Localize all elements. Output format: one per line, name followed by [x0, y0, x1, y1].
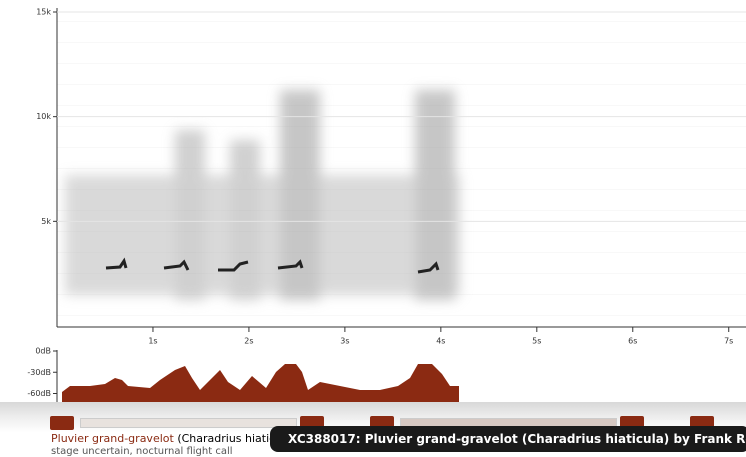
y-tick-label: 5k: [41, 217, 51, 226]
x-tick-label: 2s: [244, 337, 253, 346]
level-waveform: [62, 364, 459, 402]
y-tick-label: 10k: [36, 112, 51, 121]
x-tick-label: 3s: [340, 337, 349, 346]
x-tick-label: 6s: [628, 337, 637, 346]
y-tick-label: -60dB: [27, 389, 51, 398]
y-tick-label: -30dB: [27, 368, 51, 377]
x-tick-label: 1s: [148, 337, 157, 346]
y-tick-label: 0dB: [35, 347, 51, 356]
x-tick-label: 7s: [724, 337, 733, 346]
x-tick-label: 4s: [436, 337, 445, 346]
play-button[interactable]: [50, 416, 74, 430]
progress-track[interactable]: [80, 418, 297, 428]
remarks: stage uncertain, nocturnal flight call: [51, 446, 233, 457]
y-tick-label: 15k: [36, 8, 51, 17]
tooltip: XC388017: Pluvier grand-gravelot (Charad…: [270, 426, 746, 452]
species-line: Pluvier grand-gravelot (Charadrius hiati…: [51, 432, 296, 445]
scientific-name: (Charadrius hiaticula): [177, 432, 297, 445]
species-name[interactable]: Pluvier grand-gravelot: [51, 432, 174, 445]
sonogram-view: 5k 10k 15k 1s 2s 3s 4s 5s 6s 7s 0dB -30dB -60dB: [27, 8, 746, 402]
x-tick-label: 5s: [532, 337, 541, 346]
call-traces: [105, 257, 440, 274]
